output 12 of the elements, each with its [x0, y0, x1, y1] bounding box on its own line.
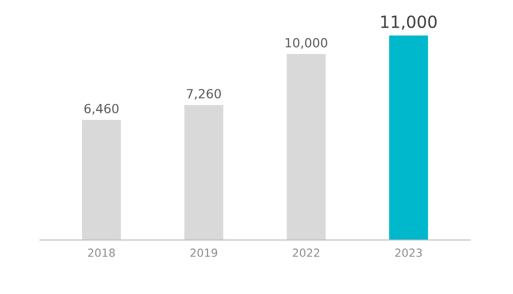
x-tick-label: 2022 — [292, 248, 320, 257]
bar — [286, 54, 326, 240]
x-tick-label: 2023 — [395, 248, 422, 257]
x-tick-label: 2018 — [88, 248, 115, 257]
bar — [184, 105, 224, 240]
data-label: 11,000 — [381, 15, 437, 30]
bar — [82, 120, 121, 240]
data-label: 10,000 — [286, 38, 328, 49]
bar — [389, 35, 428, 240]
data-label: 6,460 — [84, 104, 118, 115]
x-tick-label: 2019 — [190, 248, 218, 257]
data-label: 7,260 — [186, 88, 221, 100]
